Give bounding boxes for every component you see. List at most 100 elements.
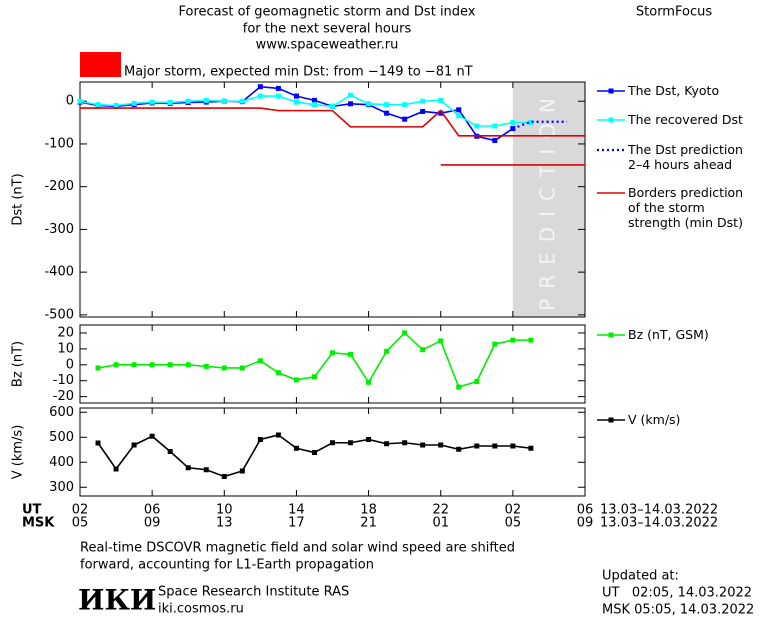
y-tick-label: -200 xyxy=(44,179,74,194)
data-point xyxy=(492,341,498,347)
x-tick-label: 21 xyxy=(360,516,377,531)
data-point xyxy=(131,100,137,106)
data-point xyxy=(474,123,480,129)
legend-label: Borders prediction of the storm strength… xyxy=(628,185,744,230)
data-point xyxy=(203,363,209,369)
data-point xyxy=(185,98,191,104)
data-point xyxy=(420,442,426,448)
data-point xyxy=(113,466,119,472)
data-point xyxy=(456,446,462,452)
note: Real-time DSCOVR magnetic field and sola… xyxy=(80,541,515,556)
y-tick-label: 10 xyxy=(57,341,74,356)
data-point xyxy=(510,443,516,449)
date: 13.03–14.03.2022 xyxy=(600,503,718,518)
data-point xyxy=(293,445,299,451)
data-point xyxy=(221,474,227,479)
data-point xyxy=(438,110,444,116)
data-point xyxy=(221,365,227,371)
y-tick-label: -300 xyxy=(44,222,74,237)
data-point xyxy=(366,101,372,107)
data-point xyxy=(203,97,209,103)
data-point xyxy=(131,442,137,448)
data-point xyxy=(402,102,408,108)
legend-marker xyxy=(608,117,614,123)
y-tick-label: 0 xyxy=(66,357,74,372)
data-point xyxy=(402,330,408,336)
data-point xyxy=(492,123,498,129)
legend-box: Bz (nT, GSM) xyxy=(628,327,709,342)
plot-frame xyxy=(79,81,586,318)
y-tick-label: 600 xyxy=(49,405,74,420)
data-point xyxy=(185,465,191,471)
url: www.spaceweather.ru xyxy=(256,38,399,53)
legend-box: The Dst, Kyoto xyxy=(628,83,720,98)
data-point xyxy=(293,93,299,99)
legend-label: The Dst, Kyoto xyxy=(628,83,720,98)
series-line xyxy=(80,107,585,166)
x-tick-label: 10 xyxy=(216,503,233,518)
data-point xyxy=(221,98,227,104)
data-point xyxy=(348,101,354,107)
data-point xyxy=(293,377,299,383)
legend-label: The recovered Dst xyxy=(628,112,743,127)
legend-label: Bz (nT, GSM) xyxy=(628,327,709,342)
y-tick-label: -500 xyxy=(44,307,74,322)
data-point xyxy=(420,98,426,104)
data-point xyxy=(275,93,281,99)
data-point xyxy=(77,98,83,104)
data-point xyxy=(185,362,191,368)
legend-marker xyxy=(608,417,614,423)
note: forward, accounting for L1-Earth propaga… xyxy=(80,558,374,573)
y-tick-label: 20 xyxy=(57,325,74,340)
legend-label: V (km/s) xyxy=(628,412,681,427)
data-point xyxy=(275,432,281,438)
data-point xyxy=(239,468,245,474)
data-point xyxy=(492,138,498,144)
data-point xyxy=(149,362,155,368)
storm-swatch xyxy=(80,52,121,77)
data-point xyxy=(438,338,444,344)
data-point xyxy=(257,93,263,99)
updated: Updated at: xyxy=(602,569,679,584)
data-point xyxy=(438,97,444,103)
y-axis-title: V (km/s) xyxy=(11,425,26,480)
legend-box: Borders prediction of the storm strength… xyxy=(628,185,744,230)
data-point xyxy=(474,379,480,385)
data-point xyxy=(384,110,390,116)
data-point xyxy=(348,351,354,357)
y-axis-title: Bz (nT) xyxy=(11,341,26,387)
data-point xyxy=(167,449,173,454)
data-point xyxy=(402,116,408,122)
x-tick-label: 17 xyxy=(288,516,305,531)
legend-box: V (km/s) xyxy=(628,412,681,427)
series-line xyxy=(79,94,531,127)
x-tick-label: 09 xyxy=(144,516,161,531)
data-point xyxy=(348,440,354,446)
x-tick-label: 18 xyxy=(360,503,377,518)
data-point xyxy=(330,350,335,356)
updated-ut: UT 02:05, 14.03.2022 xyxy=(602,586,752,601)
x-tick-label: 05 xyxy=(505,516,522,531)
legend-label: The Dst prediction 2–4 hours ahead xyxy=(628,142,743,172)
data-point xyxy=(95,365,101,371)
institute: Space Research Institute RAS xyxy=(158,585,349,600)
x-tick-label: 13 xyxy=(216,516,233,531)
x-tick-label: 14 xyxy=(288,503,305,518)
msk-axis-name: MSK xyxy=(22,516,55,531)
subtitle: for the next several hours xyxy=(243,22,412,37)
data-point xyxy=(257,437,263,442)
series-line xyxy=(97,434,531,478)
y-tick-label: 500 xyxy=(49,430,74,445)
data-point xyxy=(456,384,462,390)
x-tick-label: 05 xyxy=(72,516,89,531)
data-point xyxy=(510,120,516,126)
data-point xyxy=(528,120,534,126)
x-tick-label: 02 xyxy=(505,503,522,518)
data-point xyxy=(366,379,372,385)
brand: StormFocus xyxy=(636,5,712,20)
y-tick-label: -100 xyxy=(44,136,74,151)
y-tick-label: 0 xyxy=(66,94,74,109)
plot-frame xyxy=(79,407,586,497)
